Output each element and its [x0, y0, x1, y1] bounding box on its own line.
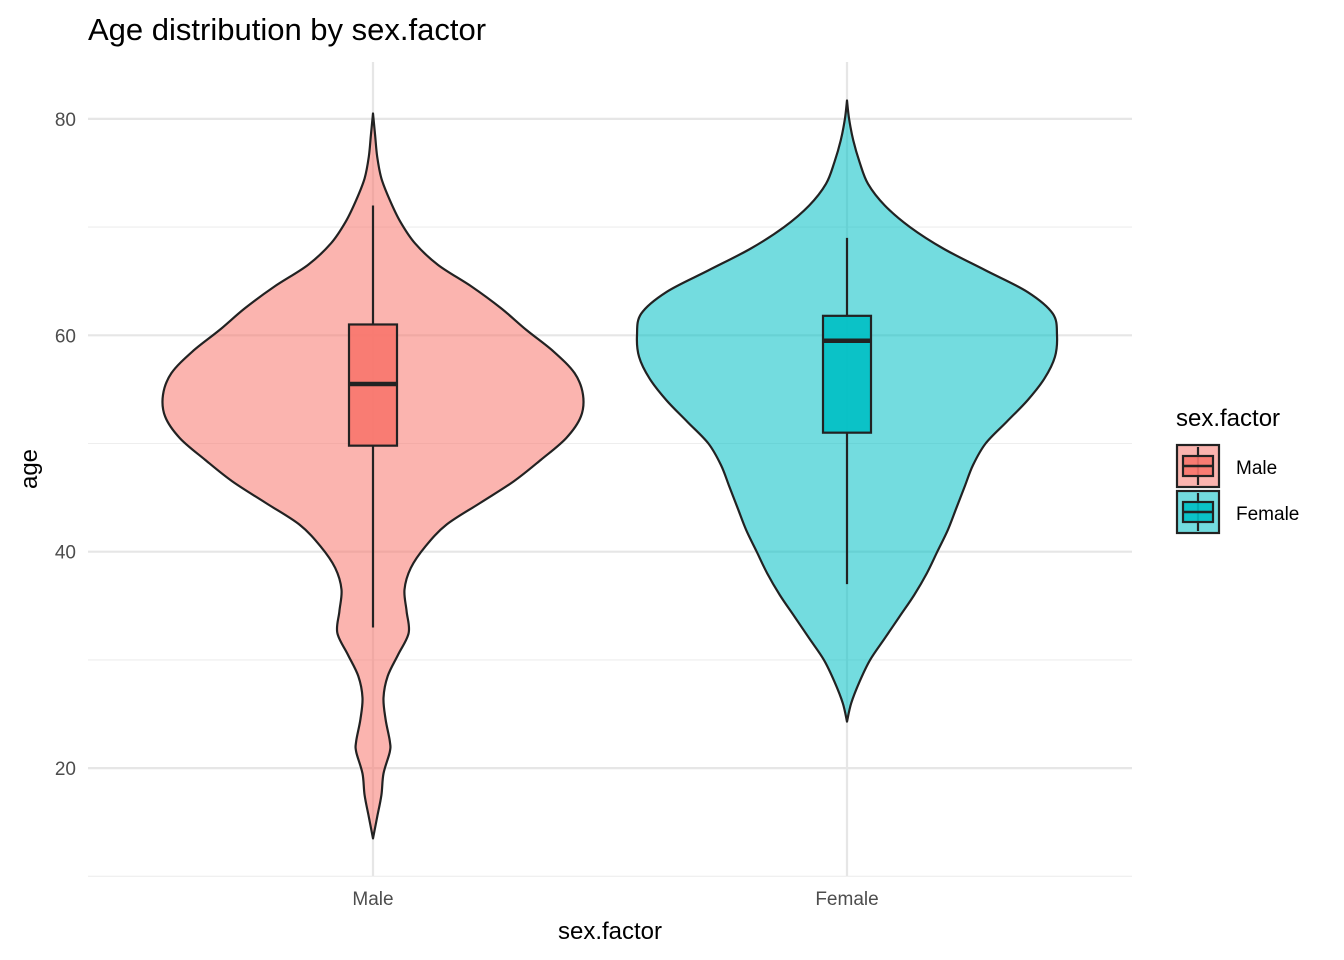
legend-label: Female: [1236, 504, 1299, 525]
y-tick-label: 20: [55, 759, 76, 780]
x-axis-ticks: Male Female: [352, 889, 878, 910]
legend-title: sex.factor: [1176, 405, 1280, 432]
box-female: [821, 314, 873, 434]
y-axis-title: age: [16, 449, 43, 489]
x-tick-label: Female: [815, 889, 878, 910]
y-tick-label: 60: [55, 326, 76, 347]
y-tick-label: 80: [55, 110, 76, 131]
boxplot-layer: [347, 205, 873, 628]
y-axis-ticks: 20 40 60 80: [55, 110, 76, 780]
legend-keys: Male Female: [1175, 443, 1299, 535]
legend-key-female: Female: [1175, 489, 1299, 535]
legend: sex.factor Male Female: [1175, 405, 1299, 535]
legend-key-male: Male: [1175, 443, 1277, 489]
x-tick-label: Male: [352, 889, 393, 910]
y-tick-label: 40: [55, 543, 76, 564]
chart-title: Age distribution by sex.factor: [88, 12, 486, 47]
legend-label: Male: [1236, 458, 1277, 479]
violin-layer: [161, 99, 1059, 840]
x-axis-title: sex.factor: [558, 918, 662, 945]
